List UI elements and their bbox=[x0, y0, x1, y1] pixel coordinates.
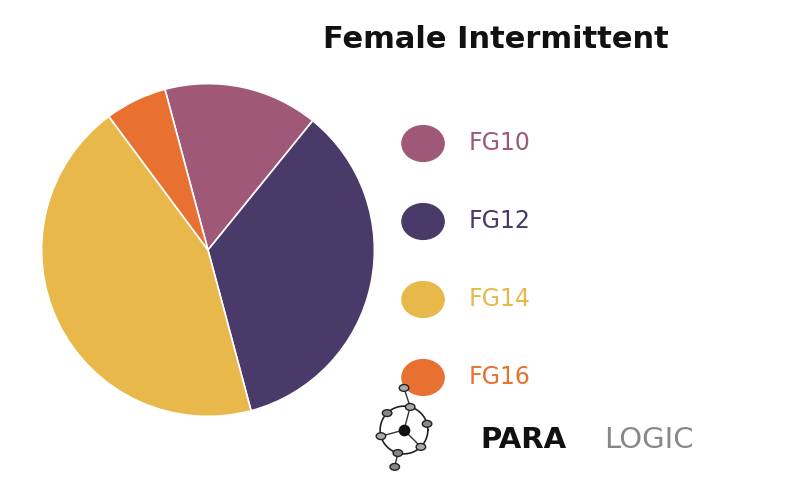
Circle shape bbox=[402, 360, 444, 396]
Text: FG10: FG10 bbox=[469, 132, 531, 156]
Ellipse shape bbox=[382, 410, 392, 416]
Wedge shape bbox=[42, 116, 251, 416]
Text: FG14: FG14 bbox=[469, 288, 531, 312]
Wedge shape bbox=[165, 84, 313, 250]
Ellipse shape bbox=[376, 433, 386, 440]
Circle shape bbox=[402, 204, 444, 240]
Ellipse shape bbox=[406, 404, 415, 410]
Wedge shape bbox=[109, 90, 208, 250]
Ellipse shape bbox=[399, 384, 409, 392]
Ellipse shape bbox=[393, 450, 402, 456]
Circle shape bbox=[402, 126, 444, 162]
Wedge shape bbox=[208, 120, 374, 410]
Text: Female Intermittent: Female Intermittent bbox=[323, 25, 669, 54]
Circle shape bbox=[402, 282, 444, 318]
Text: FG12: FG12 bbox=[469, 210, 531, 234]
Point bbox=[398, 426, 410, 434]
Text: LOGIC: LOGIC bbox=[604, 426, 694, 454]
Ellipse shape bbox=[422, 420, 432, 427]
Ellipse shape bbox=[390, 464, 399, 470]
Text: PARA: PARA bbox=[480, 426, 566, 454]
Text: FG16: FG16 bbox=[469, 366, 531, 390]
Ellipse shape bbox=[416, 444, 426, 450]
